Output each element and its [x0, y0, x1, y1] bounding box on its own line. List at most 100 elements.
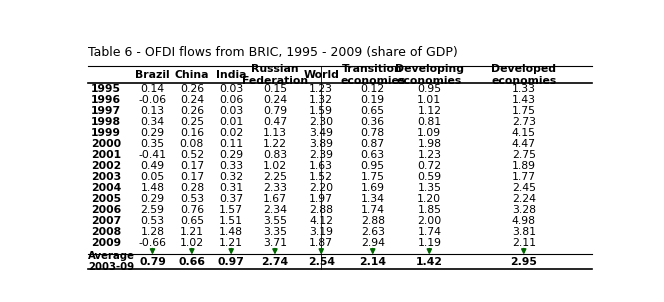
Text: China: China	[175, 70, 209, 80]
Text: 2.11: 2.11	[512, 238, 536, 248]
Text: 2.63: 2.63	[361, 227, 384, 237]
Text: 1.89: 1.89	[512, 161, 536, 171]
Text: 2.24: 2.24	[512, 194, 536, 204]
Text: 0.26: 0.26	[180, 106, 204, 116]
Text: 1.20: 1.20	[417, 194, 442, 204]
Text: 2.33: 2.33	[263, 183, 287, 193]
Text: 2.54: 2.54	[307, 257, 335, 267]
Text: 1.28: 1.28	[141, 227, 165, 237]
Text: 1.69: 1.69	[361, 183, 384, 193]
Text: Table 6 - OFDI flows from BRIC, 1995 - 2009 (share of GDP): Table 6 - OFDI flows from BRIC, 1995 - 2…	[88, 46, 458, 59]
Text: 1.01: 1.01	[417, 95, 442, 104]
Text: 4.47: 4.47	[512, 139, 536, 149]
Text: 1.35: 1.35	[418, 183, 442, 193]
Text: 2.34: 2.34	[263, 205, 287, 215]
Text: 1.98: 1.98	[418, 139, 442, 149]
Text: 1.23: 1.23	[309, 84, 333, 94]
Text: 0.19: 0.19	[361, 95, 384, 104]
Text: 1.21: 1.21	[219, 238, 243, 248]
Text: 2001: 2001	[91, 150, 121, 160]
Text: 0.53: 0.53	[180, 194, 204, 204]
Text: Developed
economies: Developed economies	[491, 64, 556, 85]
Text: 2004: 2004	[91, 183, 121, 193]
Text: 0.72: 0.72	[417, 161, 442, 171]
Text: 1.13: 1.13	[263, 128, 287, 138]
Text: 0.29: 0.29	[219, 150, 243, 160]
Text: 1.48: 1.48	[141, 183, 165, 193]
Text: 0.13: 0.13	[140, 106, 165, 116]
Text: 1.33: 1.33	[512, 84, 536, 94]
Text: 3.81: 3.81	[512, 227, 536, 237]
Text: 1.09: 1.09	[417, 128, 442, 138]
Text: 0.59: 0.59	[417, 172, 442, 182]
Text: 2009: 2009	[91, 238, 121, 248]
Text: 2.14: 2.14	[359, 257, 386, 267]
Text: 1.23: 1.23	[418, 150, 442, 160]
Text: 1.43: 1.43	[512, 95, 536, 104]
Text: 0.03: 0.03	[219, 106, 243, 116]
Text: 1.19: 1.19	[418, 238, 442, 248]
Text: 0.11: 0.11	[219, 139, 243, 149]
Text: 0.35: 0.35	[140, 139, 165, 149]
Text: 0.97: 0.97	[218, 257, 244, 267]
Text: 2.59: 2.59	[141, 205, 165, 215]
Text: 1.34: 1.34	[361, 194, 384, 204]
Text: 0.47: 0.47	[263, 117, 287, 127]
Text: 1.48: 1.48	[219, 227, 243, 237]
Text: 0.14: 0.14	[140, 84, 165, 94]
Text: 2.25: 2.25	[263, 172, 287, 182]
Text: 0.79: 0.79	[263, 106, 287, 116]
Text: 1998: 1998	[91, 117, 121, 127]
Text: 0.78: 0.78	[361, 128, 384, 138]
Text: 0.17: 0.17	[180, 161, 204, 171]
Text: 0.95: 0.95	[417, 84, 442, 94]
Text: 1995: 1995	[91, 84, 121, 94]
Text: 0.03: 0.03	[219, 84, 243, 94]
Text: 2.45: 2.45	[512, 183, 536, 193]
Text: India: India	[216, 70, 246, 80]
Text: 1.85: 1.85	[418, 205, 442, 215]
Text: Russian
Federation: Russian Federation	[242, 64, 308, 85]
Text: 0.05: 0.05	[140, 172, 165, 182]
Text: 0.32: 0.32	[219, 172, 243, 182]
Text: 1.59: 1.59	[309, 106, 333, 116]
Text: 0.83: 0.83	[263, 150, 287, 160]
Text: 2000: 2000	[91, 139, 121, 149]
Text: 1.57: 1.57	[219, 205, 243, 215]
Text: 1.51: 1.51	[219, 216, 243, 226]
Text: 0.02: 0.02	[219, 128, 243, 138]
Text: 1.67: 1.67	[263, 194, 287, 204]
Text: 0.36: 0.36	[361, 117, 384, 127]
Text: 0.06: 0.06	[219, 95, 243, 104]
Text: 0.34: 0.34	[140, 117, 165, 127]
Text: 1.32: 1.32	[309, 95, 333, 104]
Text: Average
2003-09: Average 2003-09	[88, 251, 135, 272]
Text: 0.79: 0.79	[139, 257, 166, 267]
Text: Brazil: Brazil	[135, 70, 170, 80]
Text: 2.20: 2.20	[309, 183, 333, 193]
Text: 3.19: 3.19	[309, 227, 333, 237]
Text: 0.76: 0.76	[180, 205, 204, 215]
Text: 2005: 2005	[91, 194, 121, 204]
Text: 1.97: 1.97	[309, 194, 333, 204]
Text: 1.63: 1.63	[309, 161, 333, 171]
Text: 2.39: 2.39	[309, 150, 333, 160]
Text: 1996: 1996	[91, 95, 121, 104]
Text: 0.28: 0.28	[180, 183, 204, 193]
Text: 2.30: 2.30	[309, 117, 333, 127]
Text: 3.89: 3.89	[309, 139, 333, 149]
Text: 1.75: 1.75	[361, 172, 384, 182]
Text: 2.00: 2.00	[417, 216, 442, 226]
Text: 0.24: 0.24	[180, 95, 204, 104]
Text: -0.66: -0.66	[139, 238, 167, 248]
Text: 1.52: 1.52	[309, 172, 333, 182]
Text: 1.21: 1.21	[180, 227, 204, 237]
Text: 1.74: 1.74	[361, 205, 384, 215]
Text: 0.65: 0.65	[361, 106, 384, 116]
Text: 0.15: 0.15	[263, 84, 287, 94]
Text: 3.35: 3.35	[263, 227, 287, 237]
Text: 1.22: 1.22	[263, 139, 287, 149]
Text: 0.37: 0.37	[219, 194, 243, 204]
Text: 0.81: 0.81	[417, 117, 442, 127]
Text: Developing
economies: Developing economies	[395, 64, 464, 85]
